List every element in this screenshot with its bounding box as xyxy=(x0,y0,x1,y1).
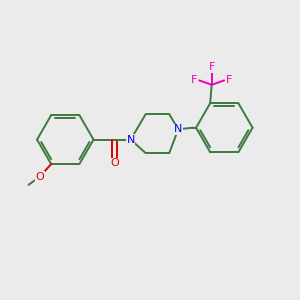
Text: O: O xyxy=(110,158,119,168)
Text: F: F xyxy=(208,62,215,72)
Text: F: F xyxy=(191,75,197,85)
Text: N: N xyxy=(127,135,135,145)
Text: N: N xyxy=(174,124,182,134)
Text: O: O xyxy=(35,172,44,182)
Text: F: F xyxy=(226,75,233,85)
